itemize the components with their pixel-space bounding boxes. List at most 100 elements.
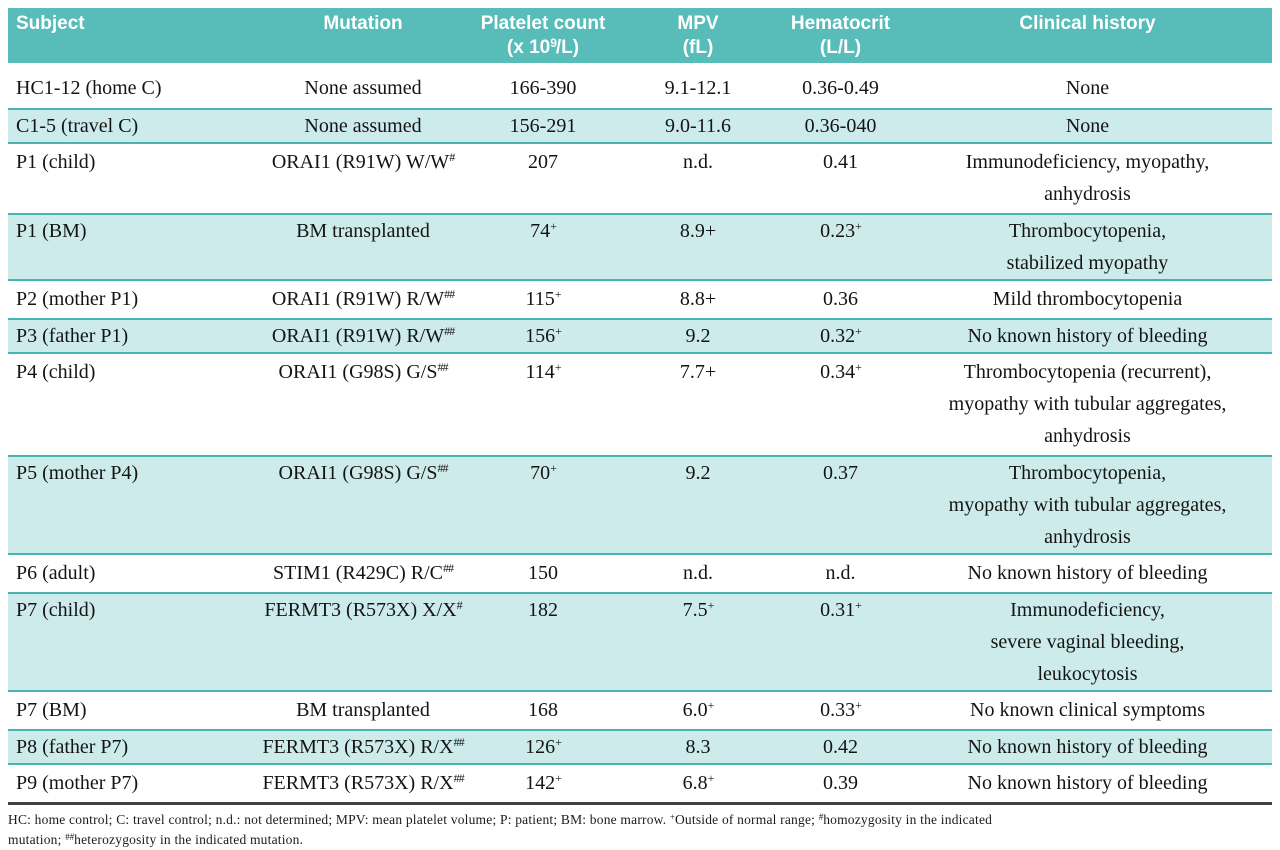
footnote-line: mutation; ##heterozygosity in the indica… [8, 832, 304, 847]
superscript-marker: + [555, 771, 562, 785]
cell-mpv: 6.0+ [618, 690, 778, 730]
column-header-mpv: MPV (fL) [618, 8, 778, 63]
cell-subject: P3 (father P1) [8, 318, 258, 353]
cell-platelet-count: 166-390 [468, 63, 618, 109]
cell-subject: P2 (mother P1) [8, 279, 258, 319]
cell-platelet-count: 114+ [468, 352, 618, 456]
superscript-marker: + [555, 324, 562, 338]
cell-mpv: 7.7+ [618, 352, 778, 456]
superscript-marker: + [707, 771, 715, 785]
superscript-marker: + [550, 219, 557, 233]
superscript-marker: ## [453, 735, 465, 749]
superscript-marker: + [669, 812, 675, 822]
cell-clinical-history: Thrombocytopenia, myopathy with tubular a… [903, 455, 1272, 554]
superscript-marker: + [855, 324, 862, 338]
superscript-marker: # [449, 150, 455, 164]
cell-subject: P1 (child) [8, 142, 258, 214]
cell-mutation: ORAI1 (R91W) W/W# [258, 142, 468, 214]
cell-clinical-history: No known clinical symptoms [903, 690, 1272, 730]
cell-subject: P7 (child) [8, 592, 258, 691]
superscript-marker: ## [437, 360, 448, 374]
superscript-marker: # [818, 812, 824, 822]
table-row: P8 (father P7) FERMT3 (R573X) R/X## 126+ 8.… [8, 729, 1272, 764]
cell-clinical-history: No known history of bleeding [903, 318, 1272, 353]
superscript-marker: ## [437, 461, 448, 475]
cell-mutation: None assumed [258, 108, 468, 143]
table-row: C1-5 (travel C) None assumed 156-291 9.0-11… [8, 108, 1272, 143]
cell-subject: P4 (child) [8, 352, 258, 456]
cell-subject: C1-5 (travel C) [8, 108, 258, 143]
superscript-marker: ## [444, 287, 455, 301]
column-header-clinical-history: Clinical history [903, 8, 1272, 63]
table-row: P7 (BM) BM transplanted 168 6.0+ 0.33+ No kno… [8, 690, 1272, 730]
table-row: P9 (mother P7) FERMT3 (R573X) R/X## 142+ 6.… [8, 763, 1272, 804]
table-row: P5 (mother P4) ORAI1 (G98S) G/S## 70+ 9.2 0.… [8, 455, 1272, 554]
cell-hematocrit: 0.36-0.49 [778, 63, 903, 109]
cell-mpv: 9.1-12.1 [618, 63, 778, 109]
cell-mpv: 8.3 [618, 729, 778, 764]
header-row: Subject Mutation Platelet count (x 109/L) MP… [8, 8, 1272, 63]
cell-platelet-count: 168 [468, 690, 618, 730]
cell-clinical-history: No known history of bleeding [903, 729, 1272, 764]
column-header-line: Subject [16, 13, 85, 34]
cell-platelet-count: 115+ [468, 279, 618, 319]
superscript-marker: + [707, 698, 715, 712]
superscript-marker: + [707, 598, 715, 612]
superscript-marker: + [554, 287, 562, 301]
column-header-hematocrit: Hematocrit (L/L) [778, 8, 903, 63]
cell-hematocrit: 0.37 [778, 455, 903, 554]
cell-platelet-count: 70+ [468, 455, 618, 554]
cell-subject: P8 (father P7) [8, 729, 258, 764]
column-header-line: Platelet count [480, 13, 606, 34]
cell-hematocrit: 0.32+ [778, 318, 903, 353]
cell-platelet-count: 150 [468, 553, 618, 593]
cell-mpv: 6.8+ [618, 763, 778, 804]
superscript-marker: + [855, 219, 862, 233]
column-header-line: Mutation [323, 13, 403, 34]
table-body: HC1-12 (home C) None assumed 166-390 9.1-12… [8, 63, 1272, 804]
cell-mutation: ORAI1 (R91W) R/W## [258, 279, 468, 319]
cell-hematocrit: 0.42 [778, 729, 903, 764]
cell-mpv: 9.2 [618, 455, 778, 554]
footnote-line: HC: home control; C: travel control; n.d… [8, 812, 993, 827]
column-header-line: (fL) [682, 37, 714, 58]
cell-hematocrit: 0.39 [778, 763, 903, 804]
superscript-marker: ## [444, 324, 455, 338]
cell-mpv: n.d. [618, 142, 778, 214]
cell-hematocrit: 0.41 [778, 142, 903, 214]
cell-platelet-count: 156+ [468, 318, 618, 353]
column-header-line: MPV [677, 13, 719, 34]
superscript-marker: + [554, 360, 562, 374]
cell-clinical-history: None [903, 63, 1272, 109]
cell-clinical-history: Mild thrombocytopenia [903, 279, 1272, 319]
column-header-line: Hematocrit [790, 13, 891, 34]
patient-data-table: Subject Mutation Platelet count (x 109/L) MP… [8, 8, 1272, 805]
cell-platelet-count: 126+ [468, 729, 618, 764]
cell-subject: P5 (mother P4) [8, 455, 258, 554]
cell-mutation: BM transplanted [258, 213, 468, 280]
cell-clinical-history: Thrombocytopenia (recurrent), myopathy wi… [903, 352, 1272, 456]
cell-mutation: ORAI1 (R91W) R/W## [258, 318, 468, 353]
cell-clinical-history: No known history of bleeding [903, 763, 1272, 804]
cell-mutation: STIM1 (R429C) R/C## [258, 553, 468, 593]
column-header-line: Clinical history [1019, 13, 1156, 34]
cell-mutation: None assumed [258, 63, 468, 109]
cell-mutation: FERMT3 (R573X) X/X# [258, 592, 468, 691]
column-header-line: (L/L) [819, 37, 862, 58]
superscript-marker: # [456, 598, 463, 612]
table-row: HC1-12 (home C) None assumed 166-390 9.1-12… [8, 63, 1272, 109]
cell-subject: P9 (mother P7) [8, 763, 258, 804]
cell-clinical-history: Thrombocytopenia, stabilized myopathy [903, 213, 1272, 280]
cell-subject: HC1-12 (home C) [8, 63, 258, 109]
superscript-marker: + [555, 735, 562, 749]
cell-clinical-history: Immunodeficiency, myopathy, anhydrosis [903, 142, 1272, 214]
table-row: P7 (child) FERMT3 (R573X) X/X# 182 7.5+ 0.31… [8, 592, 1272, 691]
superscript-marker: ## [453, 771, 465, 785]
superscript-marker: 9 [550, 36, 557, 50]
superscript-marker: ## [443, 561, 454, 575]
cell-platelet-count: 182 [468, 592, 618, 691]
cell-mpv: 7.5+ [618, 592, 778, 691]
column-header-subject: Subject [8, 8, 258, 63]
table-row: P1 (BM) BM transplanted 74+ 8.9+ 0.23+ Thromb… [8, 213, 1272, 280]
